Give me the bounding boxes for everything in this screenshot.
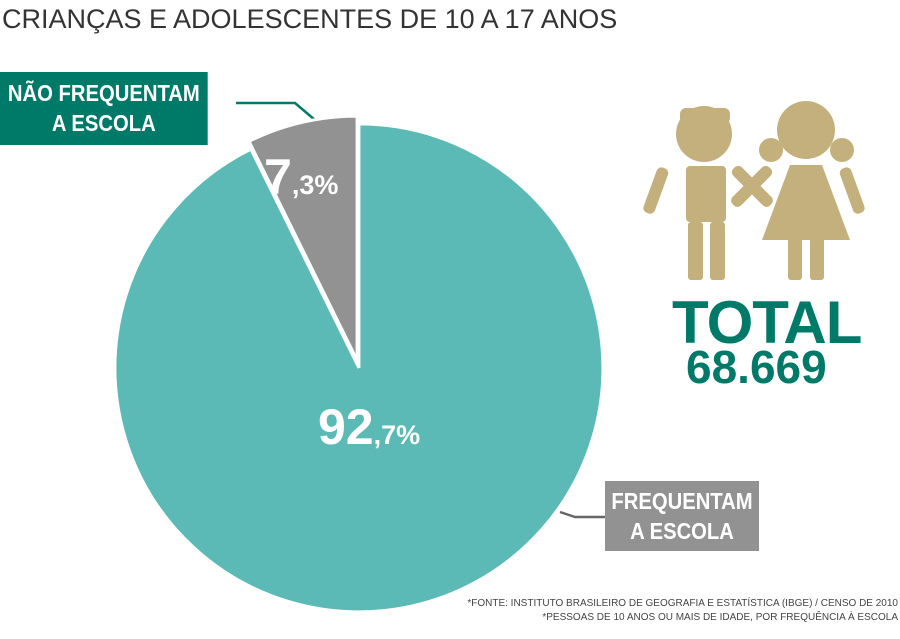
data-label-nao: 7,3% (264, 148, 338, 206)
pie-slice-frequentam (113, 122, 605, 614)
leader-line-sim (559, 510, 605, 519)
label-line: FREQUENTAM (611, 488, 753, 514)
data-label-sim: 92,7% (318, 398, 420, 456)
pie-slice-nao-frequentam (247, 114, 359, 361)
total-label: TOTAL (672, 289, 862, 356)
data-label-dec: ,7% (373, 420, 421, 450)
label-nao-frequentam: NÃO FREQUENTAM A ESCOLA (0, 72, 208, 145)
data-label-dec: ,3% (291, 170, 339, 200)
children-holding-hands-icon (643, 101, 865, 280)
chart-title: CRIANÇAS E ADOLESCENTES DE 10 A 17 ANOS (2, 4, 618, 34)
total-value: 68.669 (686, 341, 827, 393)
label-line: NÃO FREQUENTAM (7, 80, 200, 106)
footnote-note: *PESSOAS DE 10 ANOS OU MAIS DE IDADE, PO… (542, 612, 898, 623)
leader-line-nao (236, 101, 316, 121)
footnote-source: *FONTE: INSTITUTO BRASILEIRO DE GEOGRAFI… (467, 598, 898, 609)
label-line: A ESCOLA (630, 518, 734, 544)
data-label-int: 7 (264, 149, 292, 205)
label-line: A ESCOLA (51, 110, 156, 136)
data-label-int: 92 (318, 399, 374, 455)
label-frequentam: FREQUENTAM A ESCOLA (605, 481, 759, 551)
